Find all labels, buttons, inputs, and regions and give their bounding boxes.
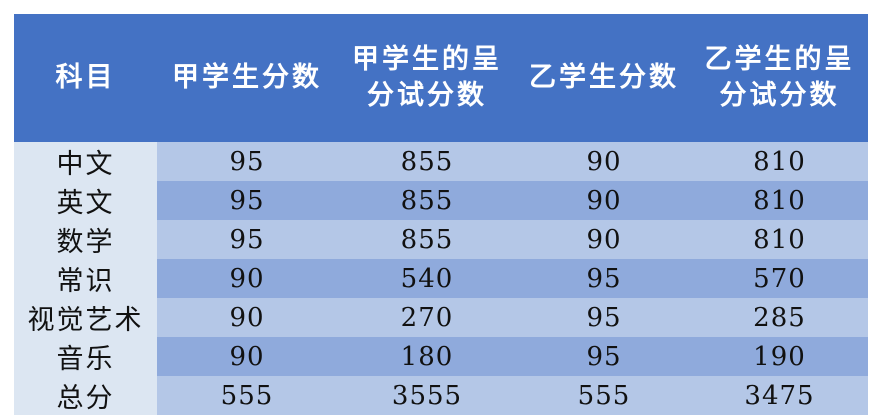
student-a-score-cell: 95 xyxy=(157,142,337,181)
subject-cell: 音乐 xyxy=(14,337,157,376)
subject-cell: 中文 xyxy=(14,142,157,181)
student-a-total-cell: 555 xyxy=(157,376,337,415)
total-label-cell: 总分 xyxy=(14,376,157,415)
student-a-score-cell: 95 xyxy=(157,181,337,220)
header-student-a-presented: 甲学生的呈 分试分数 xyxy=(337,14,517,142)
header-student-b-score: 乙学生分数 xyxy=(517,14,691,142)
student-b-total-cell: 555 xyxy=(517,376,691,415)
student-b-presented-cell: 285 xyxy=(691,298,868,337)
table-row: 英文 95 855 90 810 xyxy=(14,181,868,220)
student-a-presented-cell: 270 xyxy=(337,298,517,337)
header-student-a-presented-line2: 分试分数 xyxy=(367,80,487,111)
header-student-b-presented-line2: 分试分数 xyxy=(719,80,840,111)
header-row: 科目 甲学生分数 甲学生的呈 分试分数 乙学生分数 乙学生的呈 分试分数 xyxy=(14,14,868,142)
header-subject-label: 科目 xyxy=(55,62,116,93)
student-b-presented-cell: 570 xyxy=(691,259,868,298)
student-a-score-cell: 95 xyxy=(157,220,337,259)
student-a-presented-cell: 180 xyxy=(337,337,517,376)
student-a-presented-cell: 855 xyxy=(337,181,517,220)
student-a-score-cell: 90 xyxy=(157,259,337,298)
table-row: 常识 90 540 95 570 xyxy=(14,259,868,298)
score-table: 科目 甲学生分数 甲学生的呈 分试分数 乙学生分数 乙学生的呈 分试分数 中文 … xyxy=(14,14,868,415)
student-a-score-cell: 90 xyxy=(157,337,337,376)
student-b-score-cell: 95 xyxy=(517,298,691,337)
header-student-b-score-label: 乙学生分数 xyxy=(529,62,679,93)
student-a-score-cell: 90 xyxy=(157,298,337,337)
header-student-b-presented: 乙学生的呈 分试分数 xyxy=(691,14,868,142)
total-row: 总分 555 3555 555 3475 xyxy=(14,376,868,415)
student-b-presented-cell: 190 xyxy=(691,337,868,376)
header-student-b-presented-line1: 乙学生的呈 xyxy=(704,44,855,75)
student-b-score-cell: 95 xyxy=(517,259,691,298)
table-row: 视觉艺术 90 270 95 285 xyxy=(14,298,868,337)
table-row: 音乐 90 180 95 190 xyxy=(14,337,868,376)
student-b-score-cell: 90 xyxy=(517,142,691,181)
student-a-presented-cell: 855 xyxy=(337,220,517,259)
student-b-presented-cell: 810 xyxy=(691,220,868,259)
subject-cell: 视觉艺术 xyxy=(14,298,157,337)
student-b-score-cell: 95 xyxy=(517,337,691,376)
student-b-score-cell: 90 xyxy=(517,181,691,220)
student-b-presented-cell: 810 xyxy=(691,142,868,181)
subject-cell: 常识 xyxy=(14,259,157,298)
header-student-a-score: 甲学生分数 xyxy=(157,14,337,142)
student-b-presented-cell: 810 xyxy=(691,181,868,220)
student-a-presented-cell: 855 xyxy=(337,142,517,181)
subject-cell: 英文 xyxy=(14,181,157,220)
header-student-a-presented-line1: 甲学生的呈 xyxy=(352,44,502,75)
student-b-presented-total-cell: 3475 xyxy=(691,376,868,415)
table-row: 中文 95 855 90 810 xyxy=(14,142,868,181)
header-student-a-score-label: 甲学生分数 xyxy=(172,62,322,93)
student-a-presented-cell: 540 xyxy=(337,259,517,298)
student-b-score-cell: 90 xyxy=(517,220,691,259)
table-row: 数学 95 855 90 810 xyxy=(14,220,868,259)
header-subject: 科目 xyxy=(14,14,157,142)
student-a-presented-total-cell: 3555 xyxy=(337,376,517,415)
subject-cell: 数学 xyxy=(14,220,157,259)
